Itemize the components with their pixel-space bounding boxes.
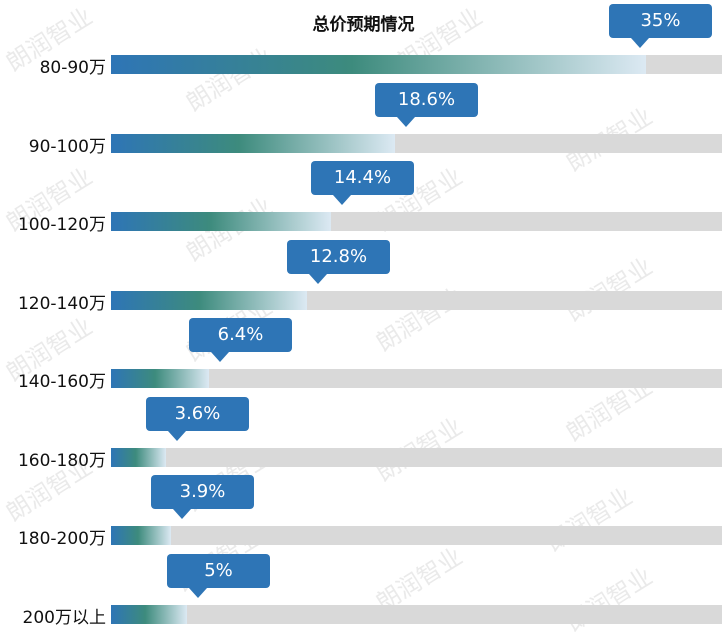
category-label: 80-90万 (39, 58, 106, 78)
bar-track (111, 604, 722, 624)
category-label: 90-100万 (28, 136, 106, 157)
bar-track (111, 447, 722, 467)
data-label-pointer (309, 273, 327, 284)
category-label: 200万以上 (22, 607, 106, 628)
chart-title: 总价预期情况 (312, 15, 415, 35)
bar-track (111, 369, 722, 388)
data-label: 35% (609, 4, 712, 38)
data-label-pointer (397, 116, 415, 127)
bar (111, 212, 331, 231)
watermark: 朗润智业 (181, 42, 278, 117)
bar (111, 133, 395, 153)
watermark: 朗润智业 (558, 247, 658, 328)
bar (111, 290, 307, 310)
category-label: 100-120万 (17, 215, 106, 235)
bar-track (111, 526, 722, 545)
category-label: 160-180万 (17, 450, 106, 471)
data-label-pointer (189, 587, 207, 598)
bar (111, 604, 187, 624)
data-label: 18.6% (375, 82, 478, 117)
bar (111, 369, 209, 388)
data-label-pointer (631, 38, 649, 48)
data-label: 6.4% (189, 318, 292, 352)
data-label-pointer (333, 195, 351, 205)
watermark: 朗润智业 (541, 482, 638, 557)
bar (111, 526, 171, 545)
data-label-pointer (211, 352, 229, 362)
category-label: 180-200万 (17, 529, 106, 549)
data-label: 3.6% (146, 396, 249, 431)
data-label: 14.4% (311, 161, 414, 195)
watermark: 朗润智业 (371, 282, 468, 357)
watermark: 朗润智业 (561, 562, 658, 637)
data-label-pointer (173, 509, 191, 519)
data-label: 12.8% (287, 239, 390, 274)
data-label: 3.9% (151, 475, 254, 509)
category-label: 140-160万 (17, 372, 106, 392)
bar (111, 55, 646, 74)
category-label: 120-140万 (17, 293, 106, 314)
data-label: 5% (167, 553, 270, 588)
data-label-pointer (168, 430, 186, 441)
bar (111, 447, 166, 467)
